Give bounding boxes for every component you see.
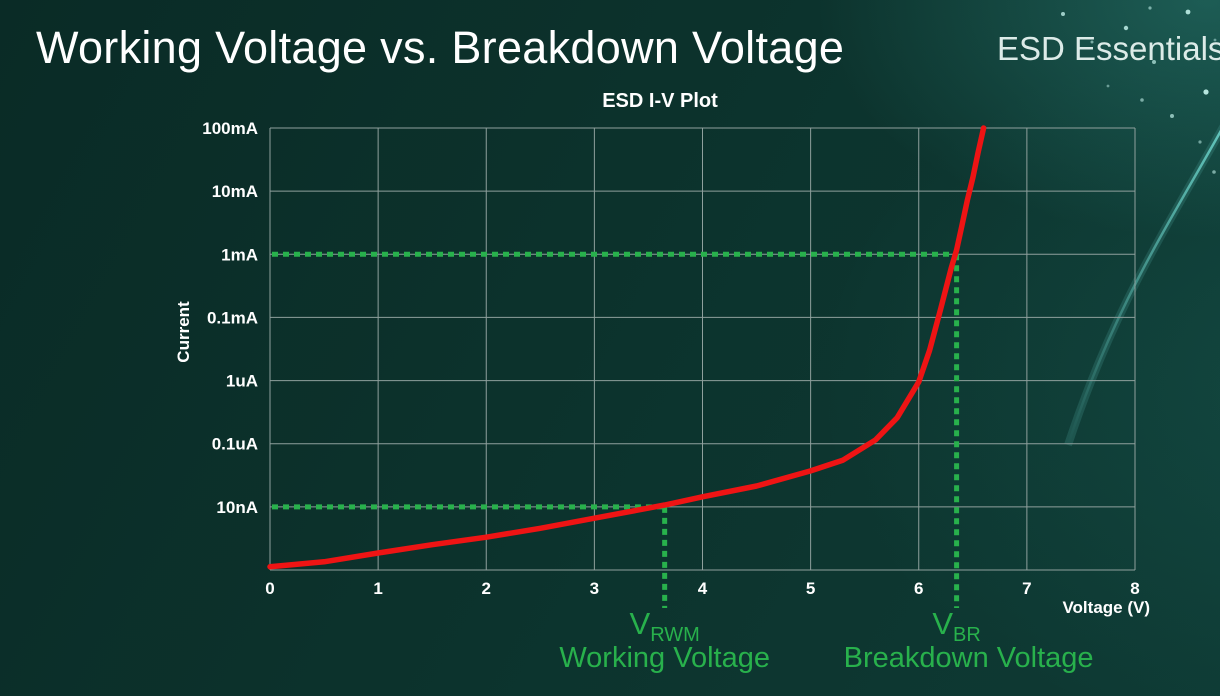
y-tick-label: 1mA xyxy=(221,245,258,264)
y-tick-label: 10nA xyxy=(216,498,258,517)
x-tick-label: 1 xyxy=(373,579,382,598)
page-title: Working Voltage vs. Breakdown Voltage xyxy=(36,22,845,73)
x-axis-label: Voltage (V) xyxy=(1062,598,1150,617)
chart-title: ESD I-V Plot xyxy=(602,90,718,112)
vbr-subscript: BR xyxy=(953,624,981,647)
y-tick-label: 1uA xyxy=(226,372,258,391)
y-tick-label: 100mA xyxy=(202,119,258,138)
x-tick-label: 5 xyxy=(806,579,815,598)
brand-logo: ESD Essentials xyxy=(997,30,1220,67)
vrwm-marker-label: VRWM xyxy=(630,606,700,647)
iv-curve xyxy=(267,125,987,570)
y-tick-label: 0.1uA xyxy=(212,435,258,454)
x-tick-label: 4 xyxy=(698,579,708,598)
x-tick-label: 0 xyxy=(265,579,274,598)
particle-dots xyxy=(1061,6,1217,174)
x-tick-label: 3 xyxy=(590,579,599,598)
vrwm-subscript: RWM xyxy=(650,624,700,647)
y-tick-label: 0.1mA xyxy=(207,308,258,327)
y-axis-label: Current xyxy=(174,301,193,363)
y-tick-label: 10mA xyxy=(212,182,258,201)
breakdown-voltage-label: Breakdown Voltage xyxy=(843,642,1094,674)
x-tick-label: 2 xyxy=(482,579,491,598)
x-tick-label: 7 xyxy=(1022,579,1031,598)
swoosh-line xyxy=(1066,129,1220,446)
vrwm-symbol: V xyxy=(629,606,651,641)
working-voltage-label: Working Voltage xyxy=(559,642,770,674)
vbr-symbol: V xyxy=(932,606,954,641)
x-tick-label: 8 xyxy=(1130,579,1139,598)
x-tick-label: 6 xyxy=(914,579,923,598)
vbr-marker-label: VBR xyxy=(932,606,980,647)
